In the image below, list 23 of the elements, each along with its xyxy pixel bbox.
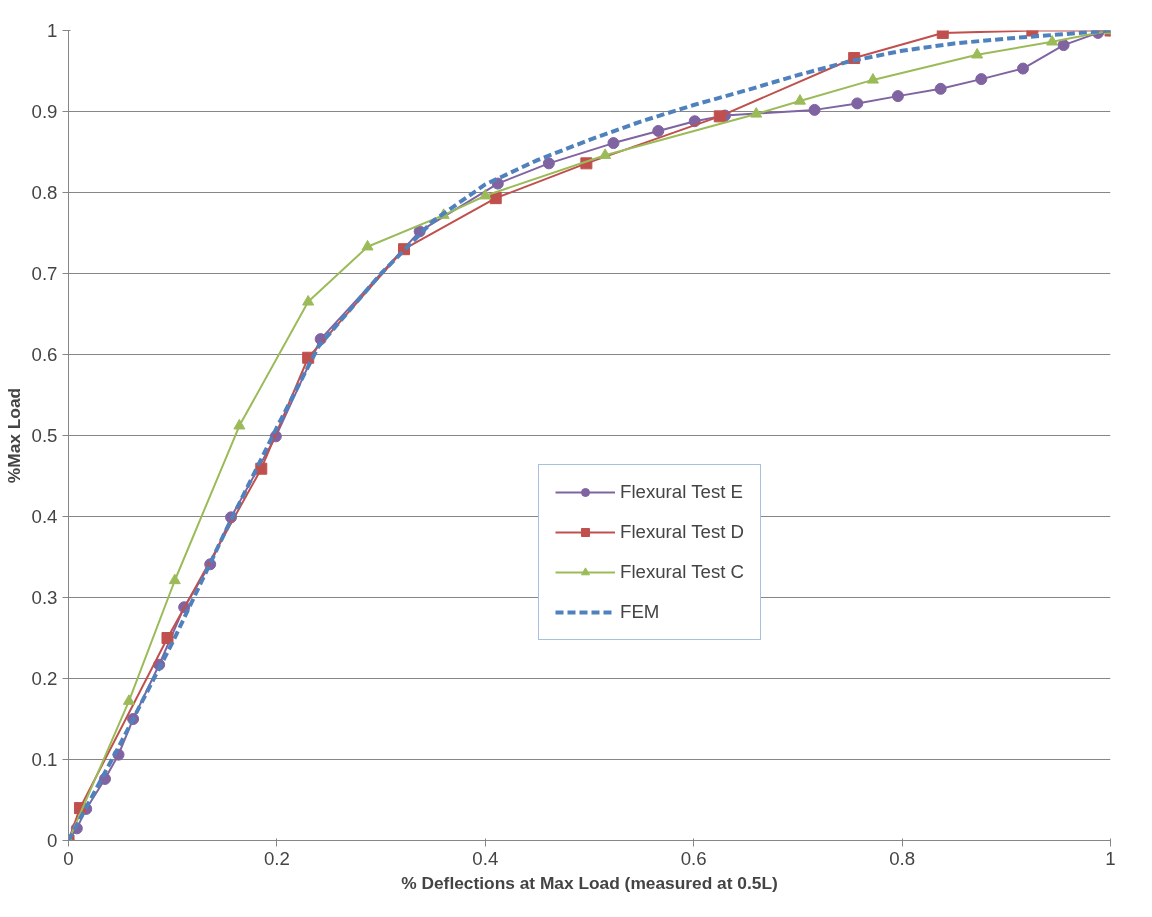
- x-tick-label: 0.2: [263, 847, 290, 869]
- x-tick-label: 1: [1105, 847, 1116, 869]
- x-tick-label: 0.4: [472, 847, 499, 869]
- y-tick-label: 0.2: [31, 668, 58, 689]
- y-tick-label: 0.4: [31, 506, 58, 527]
- y-tick-label: 0.1: [31, 749, 58, 770]
- x-tick-label: 0.6: [680, 847, 707, 869]
- y-tick-label: 0.3: [31, 587, 58, 608]
- legend-label: Flexural Test C: [620, 561, 745, 583]
- y-tick-label: 0.7: [31, 263, 58, 284]
- y-tick-label: 0.9: [31, 101, 58, 122]
- legend-label: Flexural Test E: [620, 481, 744, 503]
- y-tick-label: 0.5: [31, 425, 58, 446]
- x-axis-title: % Deflections at Max Load (measured at 0.5L): [401, 872, 778, 893]
- y-tick-label: 0.8: [31, 182, 58, 203]
- y-tick-label: 0.6: [31, 344, 58, 365]
- y-axis-title: %Max Load: [3, 387, 24, 484]
- y-tick-label: 1: [47, 20, 58, 41]
- legend-label: FEM: [620, 601, 660, 623]
- legend-label: Flexural Test D: [620, 521, 745, 543]
- x-tick-label: 0: [63, 847, 74, 869]
- y-tick-label: 0: [47, 830, 58, 851]
- x-tick-label: 0.8: [889, 847, 916, 869]
